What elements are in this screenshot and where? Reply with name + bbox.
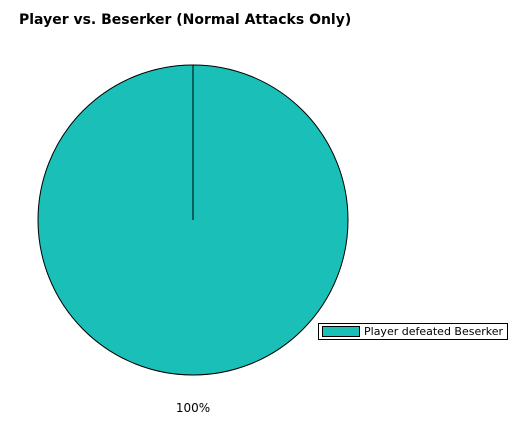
pie-slices [37,64,349,376]
legend-swatch [322,326,360,337]
pie-slice-label: 100% [176,401,210,415]
legend-label: Player defeated Beserker [364,325,504,338]
pie-labels: 100% [176,401,210,415]
legend: Player defeated Beserker [318,323,509,340]
chart-title: Player vs. Beserker (Normal Attacks Only… [19,12,352,28]
